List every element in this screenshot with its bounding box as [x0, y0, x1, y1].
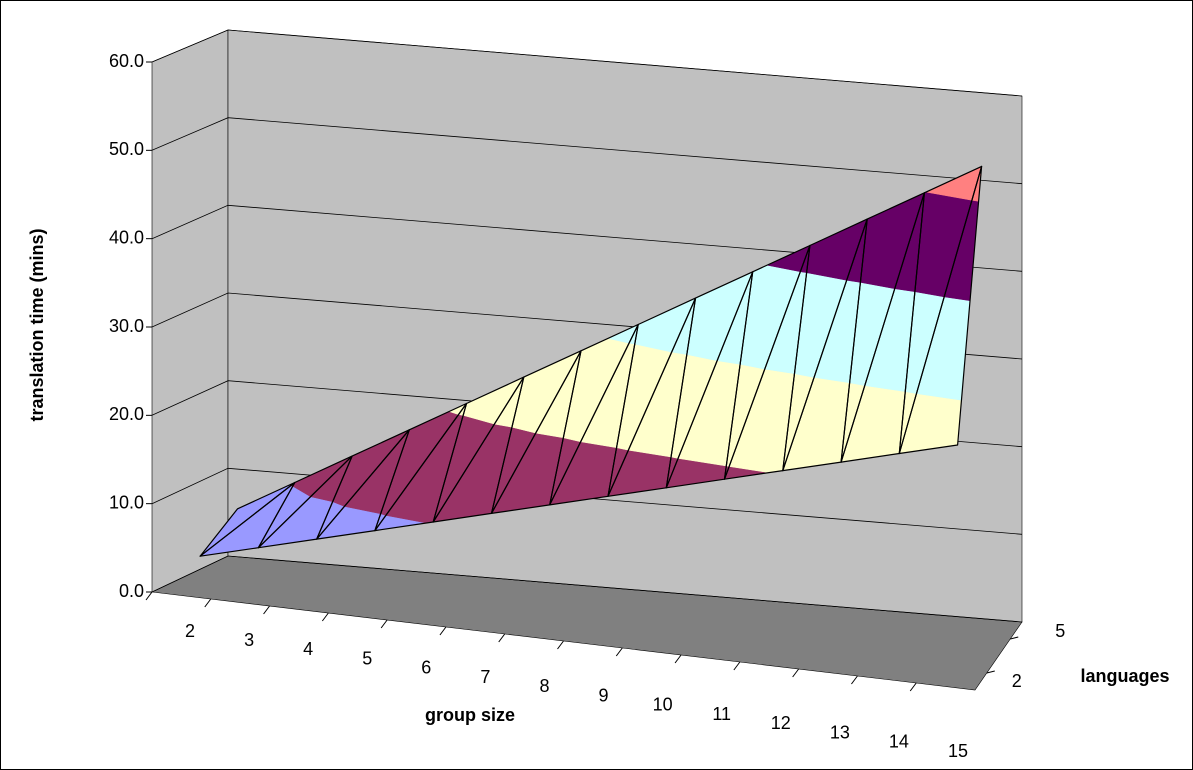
x-tick-label: 14 — [889, 732, 909, 752]
x-tick-label: 13 — [830, 722, 850, 742]
x-tick — [792, 668, 800, 678]
grid-line — [151, 467, 1023, 535]
x-tick-label: 15 — [948, 741, 968, 761]
grid-line — [151, 555, 1023, 623]
y-axis-title: translation time (mins) — [27, 228, 47, 421]
x-tick-label: 12 — [771, 713, 791, 733]
x-tick-label: 2 — [185, 621, 195, 641]
left-wall — [151, 29, 229, 593]
x-tick-label: 6 — [421, 658, 431, 678]
x-tick-label: 5 — [362, 648, 372, 668]
x-tick-label: 10 — [653, 695, 673, 715]
x-tick — [498, 633, 506, 643]
surface-mesh — [898, 165, 983, 455]
x-tick — [909, 682, 917, 692]
y-tick-label: 20.0 — [109, 404, 144, 424]
x-tick-label: 11 — [712, 704, 731, 724]
x-tick — [145, 591, 153, 601]
x-tick-label: 7 — [480, 667, 490, 687]
grid-line — [151, 29, 1023, 97]
x-tick — [733, 661, 741, 671]
x-tick-label: 8 — [539, 676, 549, 696]
x-tick-label: 4 — [303, 639, 313, 659]
y-tick-label: 30.0 — [109, 316, 144, 336]
x-tick-label: 3 — [244, 630, 254, 650]
x-tick — [263, 605, 270, 615]
z-axis-title: languages — [1080, 666, 1169, 686]
x-tick — [439, 626, 447, 636]
y-tick-label: 10.0 — [109, 492, 144, 512]
x-tick — [851, 675, 858, 685]
y-tick-label: 60.0 — [109, 51, 144, 71]
x-tick — [204, 598, 212, 608]
x-tick-label: 9 — [599, 685, 609, 705]
z-tick — [1010, 636, 1019, 640]
z-tick-label: 5 — [1055, 621, 1065, 641]
x-axis-title: group size — [425, 705, 515, 725]
y-tick-label: 40.0 — [109, 227, 144, 247]
x-tick — [321, 612, 329, 622]
x-tick — [615, 647, 623, 657]
x-tick — [380, 619, 388, 629]
grid-line — [151, 204, 1023, 272]
z-tick — [986, 670, 995, 674]
x-tick — [557, 640, 564, 650]
grid-line — [151, 117, 1023, 185]
z-tick-label: 2 — [1012, 671, 1022, 691]
y-tick-label: 50.0 — [109, 139, 144, 159]
y-tick-label: 0.0 — [119, 581, 144, 601]
x-tick — [674, 654, 682, 664]
